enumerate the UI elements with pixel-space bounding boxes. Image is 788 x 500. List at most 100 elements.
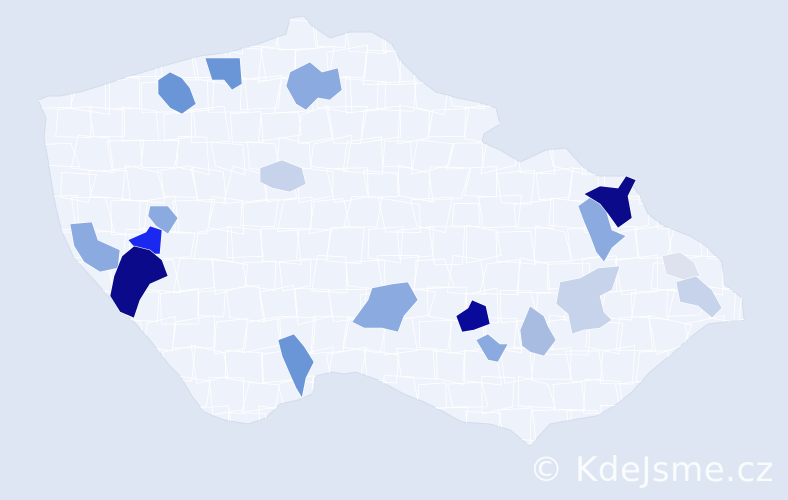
district[interactable] bbox=[41, 379, 81, 411]
district[interactable] bbox=[60, 171, 98, 203]
district[interactable] bbox=[705, 45, 739, 85]
district[interactable] bbox=[126, 347, 163, 384]
district[interactable] bbox=[690, 194, 724, 231]
district[interactable] bbox=[481, 376, 515, 415]
district[interactable] bbox=[180, 435, 214, 472]
highlighted-district[interactable] bbox=[661, 251, 701, 281]
district[interactable] bbox=[156, 165, 199, 198]
district[interactable] bbox=[308, 198, 350, 235]
district[interactable] bbox=[668, 347, 705, 381]
district[interactable] bbox=[37, 436, 79, 472]
district[interactable] bbox=[173, 258, 215, 294]
district[interactable] bbox=[735, 346, 773, 385]
district[interactable] bbox=[433, 350, 466, 386]
district[interactable] bbox=[363, 348, 399, 384]
district[interactable] bbox=[772, 107, 788, 145]
district[interactable] bbox=[428, 226, 466, 266]
district[interactable] bbox=[213, 318, 248, 355]
district[interactable] bbox=[363, 407, 403, 444]
district[interactable] bbox=[278, 259, 312, 292]
district[interactable] bbox=[226, 284, 266, 323]
highlighted-district[interactable] bbox=[109, 245, 169, 319]
district[interactable] bbox=[445, 435, 488, 473]
district[interactable] bbox=[703, 165, 744, 203]
district[interactable] bbox=[308, 440, 352, 473]
district[interactable] bbox=[581, 77, 624, 109]
district[interactable] bbox=[139, 436, 177, 466]
district[interactable] bbox=[360, 105, 402, 144]
district[interactable] bbox=[242, 260, 277, 291]
district[interactable] bbox=[211, 257, 249, 295]
district[interactable] bbox=[716, 381, 756, 410]
district[interactable] bbox=[342, 136, 384, 175]
district[interactable] bbox=[428, 108, 470, 138]
highlighted-district[interactable] bbox=[475, 333, 509, 363]
district[interactable] bbox=[88, 170, 131, 201]
district[interactable] bbox=[768, 292, 788, 324]
district[interactable] bbox=[297, 105, 334, 145]
district[interactable] bbox=[759, 81, 788, 113]
highlighted-district[interactable] bbox=[259, 159, 307, 193]
district[interactable] bbox=[667, 407, 707, 443]
district[interactable] bbox=[563, 108, 606, 143]
district[interactable] bbox=[88, 106, 126, 138]
district[interactable] bbox=[106, 139, 145, 171]
district[interactable] bbox=[716, 195, 754, 235]
district[interactable] bbox=[55, 106, 92, 138]
district[interactable] bbox=[599, 344, 636, 385]
district[interactable] bbox=[73, 316, 109, 352]
district[interactable] bbox=[478, 74, 521, 108]
district[interactable] bbox=[294, 288, 333, 326]
district[interactable] bbox=[226, 225, 264, 258]
district[interactable] bbox=[311, 254, 348, 294]
district[interactable] bbox=[93, 48, 130, 83]
district[interactable] bbox=[326, 44, 369, 79]
district[interactable] bbox=[513, 199, 555, 229]
highlighted-district[interactable] bbox=[204, 57, 243, 91]
district[interactable] bbox=[482, 440, 520, 475]
district[interactable] bbox=[768, 46, 788, 85]
district[interactable] bbox=[530, 105, 570, 145]
district[interactable] bbox=[326, 227, 365, 265]
district[interactable] bbox=[716, 134, 752, 174]
district[interactable] bbox=[771, 408, 788, 444]
district[interactable] bbox=[683, 17, 722, 55]
district[interactable] bbox=[258, 284, 298, 322]
district[interactable] bbox=[397, 104, 430, 145]
district[interactable] bbox=[734, 44, 776, 85]
district[interactable] bbox=[382, 140, 413, 169]
district[interactable] bbox=[516, 257, 551, 294]
district[interactable] bbox=[548, 16, 584, 49]
district[interactable] bbox=[737, 229, 777, 266]
district[interactable] bbox=[343, 196, 383, 228]
district[interactable] bbox=[617, 18, 654, 55]
district[interactable] bbox=[159, 288, 200, 325]
district[interactable] bbox=[230, 111, 264, 143]
district[interactable] bbox=[755, 19, 788, 54]
district[interactable] bbox=[565, 45, 607, 79]
district[interactable] bbox=[548, 79, 582, 113]
district[interactable] bbox=[535, 167, 574, 201]
district[interactable] bbox=[291, 404, 334, 444]
district[interactable] bbox=[58, 52, 95, 82]
district[interactable] bbox=[297, 166, 334, 204]
district[interactable] bbox=[463, 166, 497, 198]
district[interactable] bbox=[739, 109, 776, 140]
district[interactable] bbox=[105, 434, 143, 472]
district[interactable] bbox=[614, 254, 659, 296]
district[interactable] bbox=[362, 169, 399, 198]
district[interactable] bbox=[53, 410, 95, 445]
district[interactable] bbox=[501, 105, 540, 137]
district[interactable] bbox=[514, 74, 550, 112]
district[interactable] bbox=[656, 194, 693, 230]
district[interactable] bbox=[751, 197, 788, 230]
district[interactable] bbox=[139, 16, 183, 51]
district[interactable] bbox=[410, 139, 455, 175]
district[interactable] bbox=[466, 224, 502, 264]
district[interactable] bbox=[312, 375, 353, 414]
district[interactable] bbox=[533, 225, 573, 264]
district[interactable] bbox=[343, 377, 386, 414]
highlighted-district[interactable] bbox=[277, 333, 315, 399]
district[interactable] bbox=[156, 411, 192, 446]
district[interactable] bbox=[70, 134, 115, 174]
